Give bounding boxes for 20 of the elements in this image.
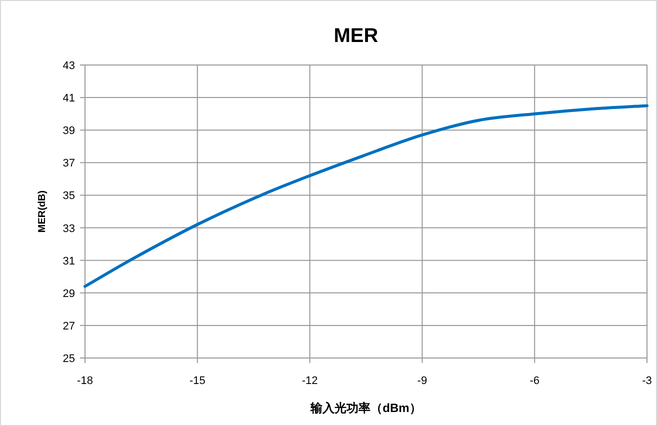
y-tick-label: 33 — [62, 222, 75, 235]
y-tick-label: 39 — [62, 125, 75, 138]
y-tick-label: 41 — [62, 92, 75, 105]
x-tick-label: -3 — [642, 375, 652, 387]
y-axis-title: MER(dB) — [37, 190, 48, 233]
line-series — [84, 104, 648, 288]
x-tick-label: -12 — [302, 375, 318, 387]
chart-title: MER — [334, 25, 379, 47]
y-tick-label: 37 — [62, 158, 75, 170]
y-tick-label: 25 — [62, 353, 75, 365]
x-tick-label: -18 — [77, 375, 93, 387]
y-tick-label: 29 — [62, 288, 75, 300]
x-tick-label: -9 — [417, 375, 428, 387]
y-tick-label: 27 — [62, 320, 75, 332]
y-tick-label: 31 — [62, 255, 75, 268]
x-tick-label: -6 — [530, 375, 540, 387]
x-axis-title: 输入光功率（dBm） — [310, 401, 422, 415]
y-tick-label: 35 — [62, 190, 75, 202]
x-tick-label: -15 — [189, 375, 206, 387]
y-tick-label: 43 — [62, 60, 75, 72]
